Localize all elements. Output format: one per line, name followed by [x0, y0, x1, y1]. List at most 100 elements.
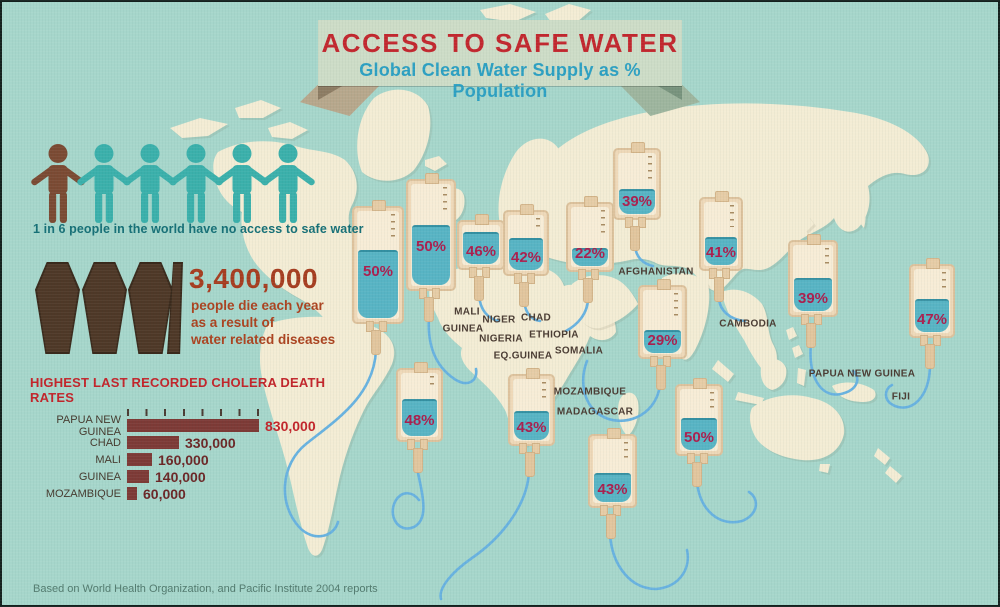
- chart-row: MALI 160,000: [30, 451, 360, 468]
- bag-hanger-tab: [525, 368, 540, 379]
- bag-scale-ticks: [542, 382, 546, 401]
- deaths-description: people die each year as a result of wate…: [191, 297, 335, 348]
- bag-percent-label: 42%: [510, 249, 542, 266]
- bag-hanger-tab: [606, 428, 621, 439]
- bag-water-level: [705, 237, 737, 265]
- bag-valve-prongs: [418, 288, 440, 299]
- bag-percent-label: 39%: [621, 193, 653, 210]
- bag-percent-label: 50%: [683, 429, 715, 446]
- bag-percent-label: 46%: [465, 243, 497, 260]
- bag-ethiopia: 22%: [566, 196, 614, 272]
- bag-nigeria: 48%: [396, 362, 443, 442]
- page-title: ACCESS TO SAFE WATER: [321, 28, 679, 58]
- bag-scale-ticks: [536, 218, 540, 228]
- iv-tube-mali: [427, 315, 478, 385]
- bag-percent-label: 39%: [797, 290, 829, 307]
- chart-value-label: 140,000: [155, 468, 206, 485]
- country-label-afghanistan: AFGHANISTAN: [618, 266, 694, 278]
- bag-percent-label: 29%: [647, 332, 678, 349]
- deaths-line-1: people die each year: [191, 298, 324, 313]
- bag-valve-prongs: [600, 505, 621, 516]
- bag-hanger-tab: [413, 362, 428, 373]
- bag-drip-spout: [519, 282, 529, 307]
- chart-bar: [127, 436, 179, 449]
- person-figure: [261, 143, 315, 230]
- continent-africa: [429, 267, 616, 446]
- bag-water-level: [681, 418, 717, 450]
- bag-scale-ticks: [674, 293, 678, 320]
- bag-water-level: [514, 411, 549, 440]
- country-label-fiji: FIJI: [891, 391, 911, 403]
- bag-cambodia: 41%: [699, 191, 743, 271]
- person-figure: [77, 143, 131, 230]
- chart-row: GUINEA 140,000: [30, 468, 360, 485]
- person-figure-no-access: [31, 143, 85, 230]
- country-label-mozambique: MOZAMBIQUE: [553, 386, 627, 398]
- chart-value-label: 60,000: [143, 485, 186, 502]
- bag-percent-label: 43%: [516, 419, 547, 436]
- chart-bar: [127, 487, 137, 500]
- bag-water-level: [794, 278, 832, 311]
- bag-water-level: [644, 330, 681, 353]
- chart-value-label: 330,000: [185, 434, 236, 451]
- chart-row: MOZAMBIQUE 60,000: [30, 485, 360, 502]
- bag-guinea: 50%: [352, 200, 404, 324]
- bag-valve-prongs: [407, 439, 428, 450]
- iv-tube-fiji: [884, 362, 932, 409]
- bag-percent-label: 48%: [404, 412, 435, 429]
- bag-drip-spout: [424, 297, 434, 322]
- country-label-nigeria: NIGERIA: [479, 333, 523, 345]
- bag-valve-prongs: [365, 321, 387, 332]
- bag-valve-prongs: [577, 269, 599, 280]
- bag-water-level: [572, 248, 608, 266]
- bag-percent-label: 41%: [705, 244, 737, 261]
- bag-valve-prongs: [686, 453, 708, 464]
- bag-drip-spout: [583, 278, 593, 303]
- bag-drip-spout: [524, 452, 535, 477]
- chart-category-label: MALI: [95, 453, 121, 466]
- iv-tube-mozambique: [608, 532, 690, 591]
- bag-drip-spout: [605, 514, 616, 539]
- bag-water-level: [594, 473, 631, 502]
- country-label-madagascar: MADAGASCAR: [556, 406, 634, 418]
- bag-valve-prongs: [624, 217, 646, 228]
- bag-scale-ticks: [825, 248, 829, 268]
- bag-scale-ticks: [601, 210, 605, 238]
- bag-drip-spout: [474, 276, 484, 301]
- bag-valve-prongs: [708, 268, 730, 279]
- chart-value-label: 830,000: [265, 417, 316, 434]
- bag-water-level: [463, 232, 499, 264]
- deaths-number: 3,400,000: [189, 263, 319, 294]
- chart-category-label: PAPUA NEW GUINEA: [56, 413, 121, 438]
- bag-eq-guinea: 43%: [508, 368, 555, 446]
- bag-hanger-tab: [715, 191, 729, 202]
- country-label-somalia: SOMALIA: [554, 345, 604, 357]
- person-figure: [215, 143, 269, 230]
- country-label-chad: CHAD: [520, 312, 552, 324]
- bag-hanger-tab: [425, 173, 439, 184]
- bag-valve-prongs: [650, 356, 671, 367]
- bag-scale-ticks: [942, 272, 946, 289]
- bag-drip-spout: [655, 365, 666, 390]
- bag-water-level: [358, 250, 398, 318]
- iv-tube-madagascar: [695, 480, 758, 524]
- bag-somalia: 29%: [638, 279, 687, 359]
- bag-water-level: [915, 299, 949, 332]
- chart-row: CHAD 330,000: [30, 434, 360, 451]
- deaths-line-2: as a result of: [191, 315, 275, 330]
- chart-bar: [127, 470, 149, 483]
- bag-percent-label: 50%: [415, 238, 447, 255]
- bag-water-level: [402, 399, 437, 436]
- chart-rows: PAPUA NEW GUINEA 830,000 CHAD 330,000 MALI 16…: [30, 413, 360, 502]
- bag-valve-prongs: [513, 273, 535, 284]
- bag-hanger-tab: [631, 142, 645, 153]
- bag-valve-prongs: [919, 335, 941, 346]
- bag-fiji: 47%: [909, 258, 955, 338]
- bag-papua-new-guinea: 39%: [788, 234, 838, 317]
- chart-category-label: CHAD: [89, 436, 121, 449]
- person-figure: [123, 143, 177, 230]
- cholera-bar-chart: HIGHEST LAST RECORDED CHOLERA DEATH RATE…: [30, 375, 360, 502]
- country-label-cambodia: CAMBODIA: [719, 318, 777, 330]
